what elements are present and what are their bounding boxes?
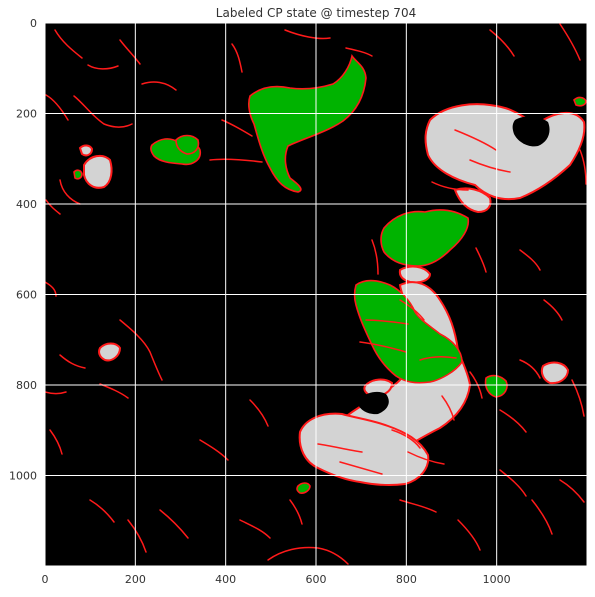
x-axis-ticks: 0 200 400 600 800 1000 <box>42 573 511 586</box>
boundary-curve <box>391 429 421 449</box>
boundary-curve <box>571 379 585 417</box>
gray-region-left-small <box>78 144 94 157</box>
boundary-curve <box>45 94 69 121</box>
boundary-curve <box>365 319 409 325</box>
y-tick-label: 400 <box>16 198 37 211</box>
dark-region-upper-right <box>512 116 550 147</box>
boundary-curve <box>399 299 425 321</box>
boundary-curve <box>45 391 67 395</box>
chart-title: Labeled CP state @ timestep 704 <box>216 6 416 20</box>
boundary-curve <box>317 443 363 453</box>
gray-region-center-top <box>398 265 432 284</box>
grid-lines <box>45 23 587 566</box>
boundary-curve <box>359 341 407 353</box>
x-tick-label: 400 <box>215 573 236 586</box>
boundary-curve <box>49 429 63 455</box>
boundary-curve <box>339 461 383 475</box>
gray-region-left-island <box>83 154 113 189</box>
boundary-curve <box>499 409 527 433</box>
boundary-curve <box>45 199 61 215</box>
boundary-curve <box>371 239 379 275</box>
boundary-curve <box>284 29 331 40</box>
boundary-curve <box>407 451 445 465</box>
gray-region-center-left-small <box>363 378 394 398</box>
boundary-curve <box>543 299 563 321</box>
boundary-curve <box>141 81 177 91</box>
y-tick-label: 200 <box>16 108 37 121</box>
boundary-curve <box>531 499 553 535</box>
x-tick-label: 200 <box>125 573 146 586</box>
y-tick-label: 0 <box>30 17 37 30</box>
y-axis-ticks: 0 200 400 600 800 1000 <box>9 17 37 483</box>
boundary-curve <box>87 64 119 70</box>
boundary-curve <box>499 469 527 497</box>
boundary-curve <box>475 247 487 273</box>
boundary-curve <box>454 129 497 151</box>
boundary-curve <box>267 546 349 565</box>
green-region-center-upper <box>380 209 470 267</box>
boundary-curve <box>89 499 115 523</box>
boundary-curve <box>489 29 515 57</box>
y-tick-label: 800 <box>16 379 37 392</box>
boundary-curve <box>441 395 455 421</box>
green-region-tiny-left <box>73 169 83 180</box>
y-tick-label: 600 <box>16 289 37 302</box>
dark-region-lower-center <box>358 391 389 415</box>
boundary-curve <box>559 479 585 503</box>
boundary-curve <box>419 355 457 361</box>
boundary-curve <box>239 519 271 539</box>
boundary-curve <box>519 249 541 271</box>
boundary-curve <box>54 29 83 59</box>
boundary-curve <box>579 149 587 185</box>
boundary-curve <box>519 359 541 379</box>
boundary-curve <box>249 399 269 427</box>
boundary-curves <box>45 23 587 565</box>
plot-area <box>45 23 587 566</box>
x-tick-label: 600 <box>306 573 327 586</box>
interior-dark-regions <box>358 116 550 415</box>
boundary-curve <box>59 354 86 369</box>
green-region-left-right <box>175 134 200 155</box>
gray-regions <box>78 103 586 487</box>
y-tick-label: 1000 <box>9 470 37 483</box>
boundary-curve <box>209 158 263 163</box>
boundary-curve <box>119 319 163 381</box>
boundary-curve <box>221 119 253 137</box>
boundary-curve <box>399 499 437 513</box>
boundary-curve <box>469 371 483 399</box>
green-region-small-bottom <box>296 482 311 494</box>
boundary-curve <box>431 181 469 191</box>
boundary-curve <box>469 159 511 173</box>
green-region-tiny-right-edge <box>573 96 587 107</box>
x-tick-label: 800 <box>396 573 417 586</box>
x-tick-label: 0 <box>42 573 49 586</box>
x-tick-label: 1000 <box>483 573 511 586</box>
boundary-curve <box>231 43 243 73</box>
boundary-curve <box>345 47 373 57</box>
boundary-curve <box>119 39 141 65</box>
boundary-curve <box>289 499 303 525</box>
plot-frame <box>44 22 588 567</box>
gray-region-small-left-lower <box>98 342 122 362</box>
boundary-curve <box>73 95 133 128</box>
boundary-curve <box>159 509 189 539</box>
gray-region-small-right <box>540 361 570 385</box>
boundary-curve <box>59 179 81 205</box>
boundary-curve <box>457 519 481 551</box>
boundary-curve <box>559 23 581 61</box>
boundary-curve <box>127 519 147 553</box>
gray-region-upper-right-tail <box>453 187 492 214</box>
